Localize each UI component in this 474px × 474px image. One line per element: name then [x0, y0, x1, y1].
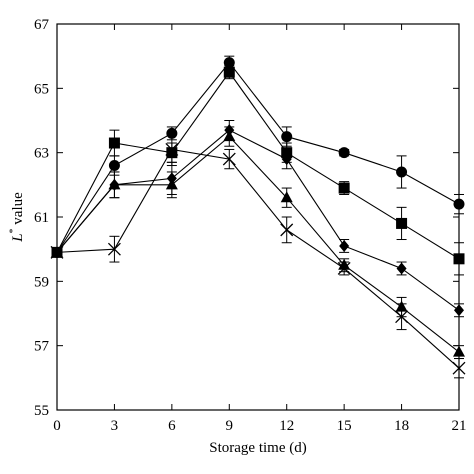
data-point-circle — [281, 131, 293, 143]
axis-ticks: 0 3 6 9 12 15 18 21 55 57 59 61 63 65 67 — [34, 17, 467, 434]
series-line-triangle — [56, 135, 460, 353]
series-x — [50, 132, 466, 379]
data-point-triangle — [280, 191, 293, 203]
data-point-x — [222, 152, 236, 166]
x-tick-label-9: 9 — [226, 418, 234, 434]
x-tick-label-3: 3 — [111, 418, 119, 434]
x-tick-label-21: 21 — [452, 418, 467, 434]
data-point-square — [338, 182, 350, 194]
series-layer — [50, 55, 466, 379]
x-tick-label-15: 15 — [337, 418, 352, 434]
data-point-x — [50, 245, 64, 259]
data-point-x — [280, 223, 294, 237]
y-tick-label-61: 61 — [34, 210, 49, 226]
y-tick-label-57: 57 — [34, 339, 50, 355]
data-point-circle — [396, 166, 408, 178]
y-axis-title: L* value — [8, 192, 26, 243]
y-axis-title-rest: value — [10, 192, 26, 229]
data-point-square — [396, 217, 408, 229]
series-line-x — [56, 148, 460, 369]
data-point-x — [337, 262, 351, 275]
data-point-diamond — [339, 239, 350, 252]
x-tick-label-12: 12 — [279, 418, 294, 434]
plot-frame — [56, 23, 460, 411]
y-axis-title-main: L — [10, 233, 26, 242]
series-line-diamond — [56, 129, 460, 311]
x-axis-title: Storage time (d) — [209, 440, 306, 456]
data-point-circle — [338, 147, 350, 159]
data-point-diamond — [281, 153, 292, 166]
data-point-circle — [453, 198, 465, 210]
data-point-square — [453, 253, 465, 265]
data-point-triangle — [453, 345, 465, 357]
y-tick-label-59: 59 — [34, 274, 49, 290]
data-point-x — [165, 142, 179, 156]
x-tick-label-0: 0 — [53, 418, 61, 434]
data-point-x — [395, 310, 409, 324]
data-point-diamond — [396, 262, 407, 275]
data-point-diamond — [454, 304, 464, 317]
data-point-square — [223, 66, 235, 78]
data-point-triangle — [165, 178, 178, 190]
data-point-triangle — [223, 130, 236, 142]
data-point-x — [452, 361, 466, 375]
y-tick-label-67: 67 — [34, 17, 50, 33]
y-tick-label-65: 65 — [34, 81, 49, 97]
y-tick-label-63: 63 — [34, 146, 49, 162]
data-point-triangle — [108, 178, 121, 190]
data-point-circle — [108, 160, 120, 172]
data-point-square — [108, 137, 120, 149]
x-tick-label-6: 6 — [168, 418, 176, 434]
y-tick-label-55: 55 — [34, 403, 49, 419]
series-line-square — [56, 71, 460, 260]
x-tick-label-18: 18 — [394, 418, 409, 434]
y-axis-title-sup: * — [8, 228, 19, 233]
data-point-x — [107, 242, 121, 256]
series-line-circle — [56, 61, 460, 253]
